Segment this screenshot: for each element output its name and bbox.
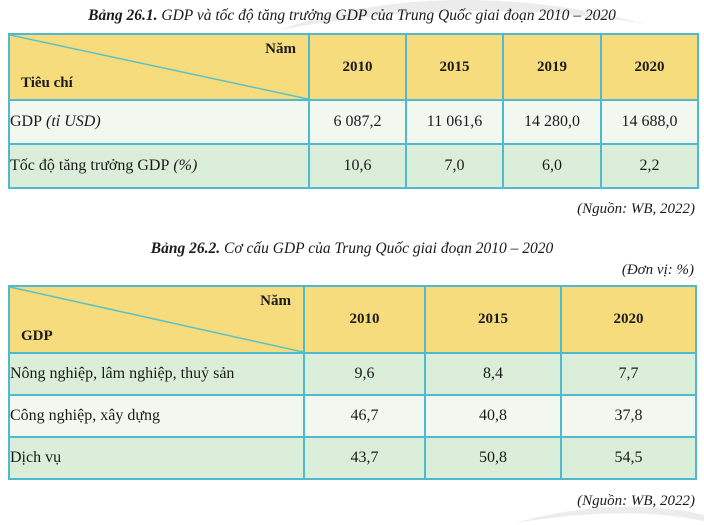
table1-growth-2019: 6,0 — [502, 143, 602, 189]
table1-caption: Bảng 26.1. GDP và tốc độ tăng trưởng GDP… — [0, 7, 704, 26]
table2-row-industry-label: Công nghiệp, xây dựng — [8, 394, 305, 438]
table1-row-gdp-label: GDP (tỉ USD) — [8, 99, 310, 145]
table1-row-gdp: GDP (tỉ USD) 6 087,2 11 061,6 14 280,0 14… — [8, 99, 699, 145]
table2-row-services: Dịch vụ 43,7 50,8 54,5 — [8, 436, 697, 480]
table1-col-2020: 2020 — [600, 33, 699, 101]
table1-row-growth-label: Tốc độ tăng trưởng GDP (%) — [8, 143, 310, 189]
table2-services-2020: 54,5 — [560, 436, 697, 480]
table2-agri-2020: 7,7 — [560, 352, 697, 396]
table1-col-2015: 2015 — [405, 33, 504, 101]
table2-source: (Nguồn: WB, 2022) — [577, 493, 695, 509]
table2-row-services-label: Dịch vụ — [8, 436, 305, 480]
table2-agri-2015: 8,4 — [424, 352, 562, 396]
table-26-2: Năm GDP 2010 2015 2020 Nông nghiệp, lâm … — [8, 285, 697, 480]
table2-caption: Bảng 26.2. Cơ cấu GDP của Trung Quốc gia… — [0, 240, 704, 259]
table2-corner-year-label: Năm — [260, 293, 291, 309]
table2-row-agriculture-label: Nông nghiệp, lâm nghiệp, thuỷ sản — [8, 352, 305, 396]
table2-agri-2010: 9,6 — [303, 352, 426, 396]
table2-industry-2020: 37,8 — [560, 394, 697, 438]
table1-source: (Nguồn: WB, 2022) — [577, 201, 695, 217]
table2-col-2020: 2020 — [560, 285, 697, 354]
table2-row-agriculture: Nông nghiệp, lâm nghiệp, thuỷ sản 9,6 8,… — [8, 352, 697, 396]
table2-caption-text: Cơ cấu GDP của Trung Quốc giai đoạn 2010… — [224, 240, 554, 257]
table2-services-2010: 43,7 — [303, 436, 426, 480]
table1-row-growth: Tốc độ tăng trưởng GDP (%) 10,6 7,0 6,0 2… — [8, 143, 699, 189]
table2-col-2015: 2015 — [424, 285, 562, 354]
row-label-note: (%) — [173, 157, 198, 174]
diagonal-divider — [10, 35, 308, 99]
table2-unit-note: (Đơn vị: %) — [621, 262, 694, 278]
table1-gdp-2010: 6 087,2 — [308, 99, 407, 145]
table2-corner-gdp-label: GDP — [21, 328, 53, 344]
table1-col-2010: 2010 — [308, 33, 407, 101]
table1-caption-number: Bảng 26.1. — [88, 7, 158, 24]
row-label-note: (tỉ USD) — [46, 113, 101, 130]
table1-gdp-2015: 11 061,6 — [405, 99, 504, 145]
table1-col-2019: 2019 — [502, 33, 602, 101]
table2-caption-number: Bảng 26.2. — [150, 240, 221, 257]
table2-industry-2015: 40,8 — [424, 394, 562, 438]
table1-growth-2020: 2,2 — [600, 143, 699, 189]
diagonal-divider — [10, 287, 303, 352]
table1-growth-2015: 7,0 — [405, 143, 504, 189]
table1-growth-2010: 10,6 — [308, 143, 407, 189]
row-label-text: GDP — [10, 113, 43, 130]
row-label-text: Tốc độ tăng trưởng GDP — [10, 157, 170, 174]
table1-gdp-2019: 14 280,0 — [502, 99, 602, 145]
table2-industry-2010: 46,7 — [303, 394, 426, 438]
table2-services-2015: 50,8 — [424, 436, 562, 480]
table1-corner-criteria-label: Tiêu chí — [21, 75, 73, 91]
table1-corner-cell: Năm Tiêu chí — [8, 33, 310, 101]
table2-row-industry: Công nghiệp, xây dựng 46,7 40,8 37,8 — [8, 394, 697, 438]
table1-header-row: Năm Tiêu chí 2010 2015 2019 2020 — [8, 33, 699, 101]
table1-corner-year-label: Năm — [265, 41, 296, 57]
table2-corner-cell: Năm GDP — [8, 285, 305, 354]
table1-caption-text: GDP và tốc độ tăng trưởng GDP của Trung … — [161, 7, 616, 24]
table1-gdp-2020: 14 688,0 — [600, 99, 699, 145]
table2-col-2010: 2010 — [303, 285, 426, 354]
table2-header-row: Năm GDP 2010 2015 2020 — [8, 285, 697, 354]
table-26-1: Năm Tiêu chí 2010 2015 2019 2020 GDP (tỉ … — [8, 33, 699, 189]
